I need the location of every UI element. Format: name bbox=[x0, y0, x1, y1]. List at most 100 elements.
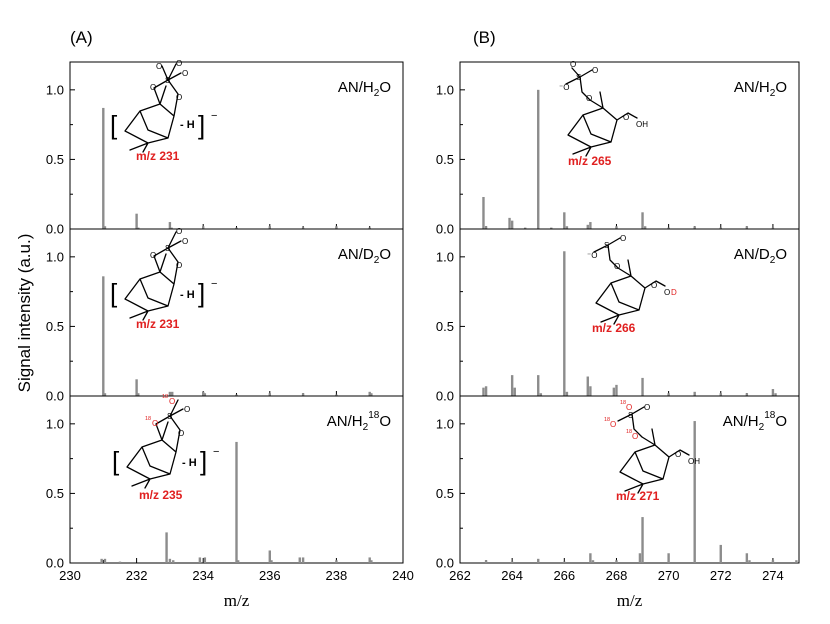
x-tick-label: 268 bbox=[606, 568, 628, 583]
y-tick-label: 1.0 bbox=[436, 249, 454, 264]
spectrum-peak bbox=[370, 393, 373, 396]
x-tick-label: 230 bbox=[59, 568, 81, 583]
x-axis-title: m/z bbox=[224, 591, 250, 610]
y-tick-label: 0.5 bbox=[46, 486, 64, 501]
spectrum-peak bbox=[168, 391, 172, 396]
atom-o: O bbox=[182, 69, 188, 78]
y-axis-title: Signal intensity (a.u.) bbox=[15, 234, 34, 393]
spectrum-peak bbox=[235, 441, 238, 563]
spectrum-peak bbox=[235, 394, 238, 396]
spectrum-peak bbox=[203, 393, 207, 396]
atom-o18: O bbox=[626, 403, 632, 412]
y-tick-label: 0.0 bbox=[436, 222, 454, 237]
spectrum-peak bbox=[335, 394, 338, 396]
spectrum-peak bbox=[643, 226, 647, 229]
spectrum-peak bbox=[268, 393, 271, 396]
atom-o: O bbox=[570, 60, 576, 69]
spectrum-peak bbox=[301, 393, 305, 396]
charge-minus: − bbox=[213, 446, 219, 458]
spectrum-peak bbox=[537, 375, 540, 396]
spectrum-peak bbox=[693, 391, 696, 396]
bicyclic-sulfate-skeleton bbox=[126, 399, 184, 489]
panel-a-letter: (A) bbox=[70, 28, 93, 47]
condition-label: AN/D2O bbox=[734, 246, 787, 266]
x-tick-label: 262 bbox=[449, 568, 471, 583]
spectrum-peak bbox=[168, 222, 172, 229]
spectrum-peak bbox=[563, 212, 566, 229]
plot-frame bbox=[459, 395, 800, 564]
spectrum-peak bbox=[510, 561, 514, 563]
spectrum-peak bbox=[537, 89, 540, 229]
mz-annotation: m/z 265 bbox=[568, 154, 612, 168]
spectrum-peak bbox=[103, 393, 107, 396]
spectrum-peak bbox=[719, 393, 722, 396]
atom-o: O bbox=[176, 227, 182, 236]
spectrum-peak bbox=[508, 217, 511, 229]
spectrum-peak bbox=[771, 560, 775, 563]
condition-base: AN/H bbox=[338, 79, 374, 96]
spectrum-peak bbox=[641, 517, 644, 563]
spectrum-peak bbox=[202, 391, 205, 396]
hydroperoxy-sulfate-skeleton bbox=[593, 237, 666, 325]
spectrum-peak bbox=[118, 561, 122, 563]
spectrum-peak bbox=[563, 561, 566, 563]
y-tick-label: 1.0 bbox=[46, 416, 64, 431]
bracket-left: [ bbox=[110, 110, 118, 140]
atom-o: O bbox=[675, 450, 681, 459]
atom-o: O bbox=[176, 93, 182, 102]
atom-o: O bbox=[592, 66, 598, 75]
atom-deuterium: D bbox=[671, 288, 677, 297]
spectrum-peak bbox=[638, 553, 642, 563]
spectrum-peak bbox=[591, 560, 595, 563]
panel-b-letter: (B) bbox=[473, 28, 496, 47]
atom-o: O bbox=[178, 429, 184, 438]
y-tick-label: 1.0 bbox=[436, 82, 454, 97]
condition-subscript: 2 bbox=[759, 422, 765, 433]
condition-end: O bbox=[379, 79, 391, 96]
spectrum-peak bbox=[484, 226, 488, 229]
bracket-right: ] bbox=[200, 446, 207, 476]
atom-o18: O bbox=[632, 432, 638, 441]
condition-end: O bbox=[379, 413, 391, 430]
atom-o: O bbox=[184, 405, 190, 414]
y-tick-label: 0.5 bbox=[46, 319, 64, 334]
atom-s: S bbox=[167, 412, 172, 421]
spectrum-peak bbox=[523, 227, 527, 229]
condition-label: AN/H2O bbox=[734, 79, 787, 99]
atom-s: S bbox=[628, 411, 633, 420]
spectrum-peak bbox=[615, 560, 618, 563]
bicyclic-sulfate-skeleton bbox=[124, 63, 182, 153]
hydroperoxy-sulfate-skeleton bbox=[565, 67, 638, 157]
molecule-structure-b2: O S ⁻O O O O D bbox=[587, 234, 677, 325]
spectrum-peak bbox=[667, 393, 670, 396]
atom-oh: OH bbox=[636, 120, 648, 129]
x-tick-label: 274 bbox=[762, 568, 784, 583]
x-tick-label: 238 bbox=[326, 568, 348, 583]
spectrum-peak bbox=[745, 393, 749, 396]
spectrum-peak bbox=[102, 107, 105, 229]
spectrum-peak bbox=[771, 389, 775, 396]
spectrum-peak bbox=[137, 393, 140, 396]
spectrum-peak bbox=[103, 226, 107, 229]
spectrum-peak bbox=[693, 226, 696, 229]
atom-o: O bbox=[651, 281, 657, 290]
isotope-18-label: 18 bbox=[620, 400, 626, 406]
condition-end: O bbox=[775, 79, 787, 96]
spectrum-peak bbox=[137, 227, 140, 229]
molecule-structure-a1: [ O S O O O O - H ] − bbox=[110, 59, 217, 153]
spectrum-peak bbox=[171, 391, 174, 396]
spectrum-peak bbox=[586, 376, 589, 396]
condition-label: AN/H218O bbox=[327, 410, 391, 433]
atom-o: O bbox=[614, 262, 620, 271]
y-tick-label: 0.5 bbox=[46, 152, 64, 167]
mz-annotation: m/z 231 bbox=[136, 317, 180, 331]
spectrum-peak bbox=[103, 558, 107, 563]
spectrum-peak bbox=[510, 375, 514, 396]
atom-o: O bbox=[620, 234, 626, 243]
spectrum-peak bbox=[550, 227, 553, 229]
x-tick-label: 234 bbox=[192, 568, 214, 583]
condition-end: O bbox=[379, 246, 391, 263]
atom-o: O bbox=[623, 113, 629, 122]
